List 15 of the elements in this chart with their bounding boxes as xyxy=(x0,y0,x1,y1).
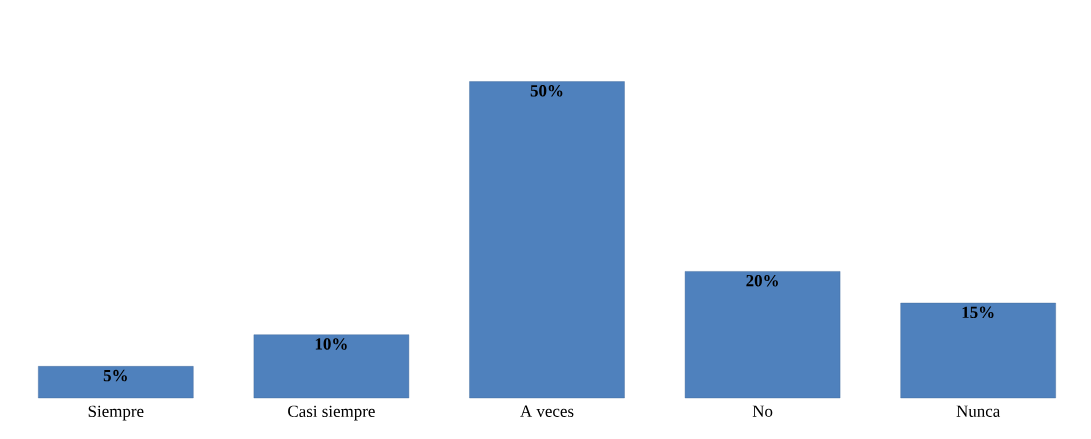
bar xyxy=(469,81,625,399)
bar xyxy=(684,271,841,399)
data-label: 50% xyxy=(530,85,563,97)
x-tick-label: No xyxy=(752,405,773,417)
data-label: 15% xyxy=(962,306,994,319)
bar xyxy=(253,334,410,399)
x-tick-label: Casi siempre xyxy=(288,405,375,421)
x-tick-label: Siempre xyxy=(88,405,144,421)
x-tick-label: Nunca xyxy=(956,405,1001,417)
bar xyxy=(900,302,1056,399)
data-label: 10% xyxy=(315,338,347,350)
data-label: 20% xyxy=(746,274,778,287)
data-label: 5% xyxy=(103,369,127,382)
bar xyxy=(38,366,194,399)
x-tick-label: A veces xyxy=(520,405,574,417)
